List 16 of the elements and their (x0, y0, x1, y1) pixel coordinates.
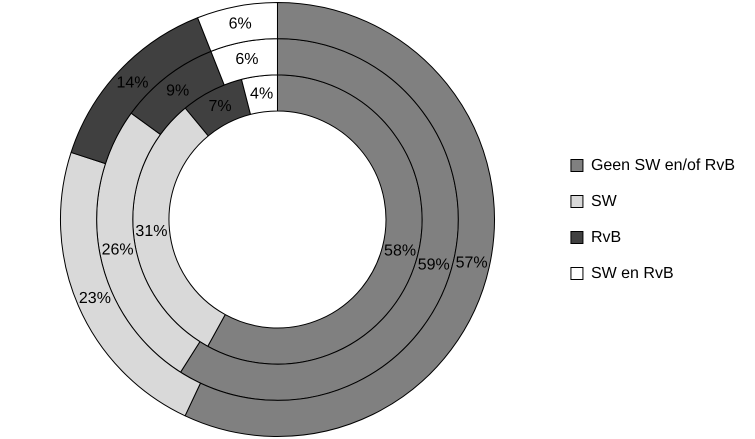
data-label: 6% (235, 51, 259, 68)
legend-label: SW (590, 192, 618, 210)
data-label: 26% (102, 241, 134, 258)
data-label: 4% (250, 85, 274, 102)
legend-label: SW en RvB (590, 264, 674, 282)
data-label: 9% (166, 82, 190, 100)
data-label: 14% (116, 74, 148, 92)
data-label: 23% (78, 290, 111, 307)
data-label: 7% (208, 98, 232, 116)
legend-label: RvB (590, 228, 622, 246)
legend-label: Geen SW en/of RvB (590, 156, 735, 174)
data-label: 58% (384, 242, 416, 260)
data-label: 31% (135, 222, 168, 240)
data-label: 59% (418, 256, 450, 274)
data-label: 57% (456, 254, 488, 272)
data-label: 6% (228, 16, 252, 33)
